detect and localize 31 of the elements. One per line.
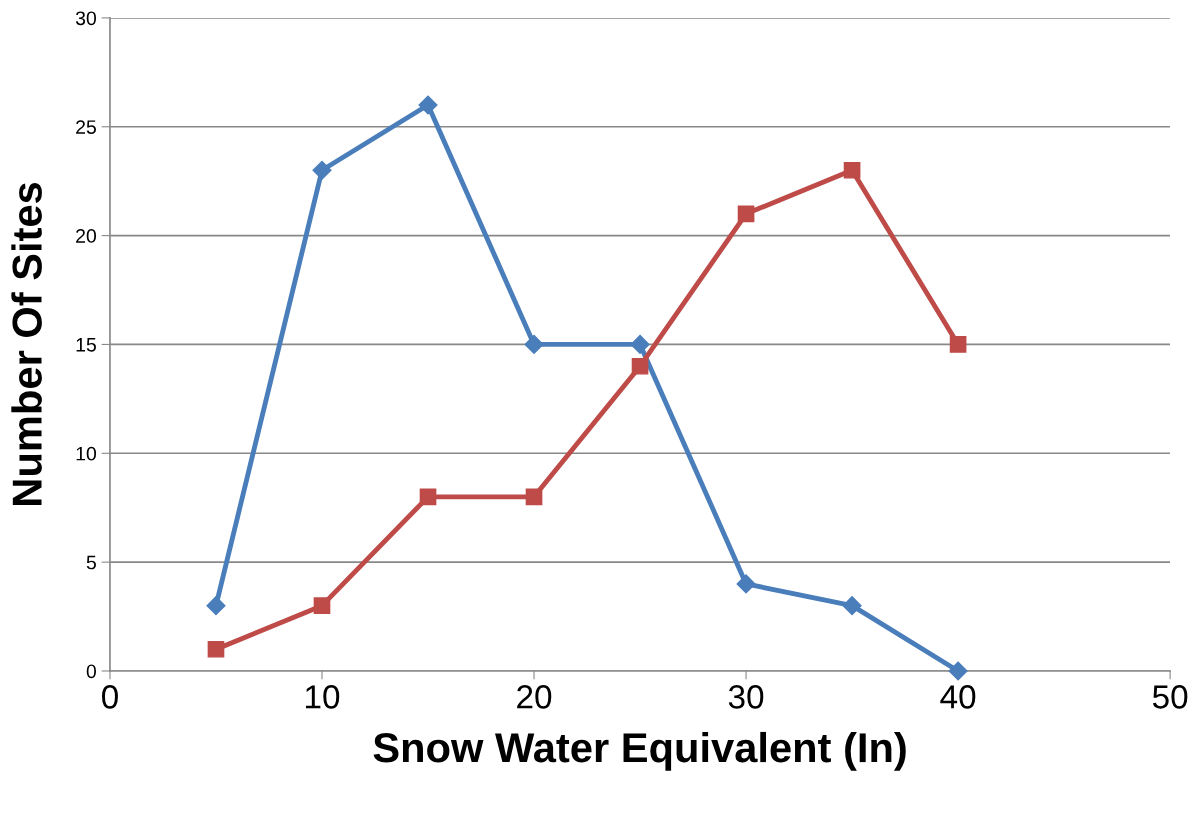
point (630, 334, 650, 354)
x-tick-label: 30 (728, 685, 764, 709)
x-tick-label: 50 (1152, 685, 1188, 709)
y-tick-label: 25 (76, 120, 96, 134)
point (736, 574, 756, 594)
point (631, 357, 649, 375)
y-tick-label: 15 (76, 338, 96, 352)
point (312, 160, 332, 180)
point (737, 205, 755, 223)
point (949, 336, 967, 353)
x-tick-label: 20 (517, 685, 552, 709)
point (525, 488, 543, 506)
x-tick-label: 40 (940, 685, 976, 709)
point (842, 596, 862, 616)
y-axis-title: Number Of Sites (11, 182, 42, 505)
point (948, 661, 968, 681)
x-tick-label: 0 (102, 685, 118, 709)
y-tick-label: 30 (75, 11, 97, 26)
point (206, 596, 226, 616)
y-tick-label: 20 (76, 229, 97, 243)
point (418, 95, 438, 115)
y-tick-label: 5 (86, 555, 96, 570)
point (419, 488, 437, 506)
point (843, 161, 861, 179)
point (207, 640, 225, 658)
x-axis-title: Snow Water Equivalent (In) (373, 731, 906, 771)
y-tick-label: 10 (76, 446, 97, 461)
point (313, 597, 331, 615)
point (524, 334, 544, 354)
x-tick-label: 10 (306, 685, 340, 709)
y-tick-label: 0 (86, 664, 97, 679)
